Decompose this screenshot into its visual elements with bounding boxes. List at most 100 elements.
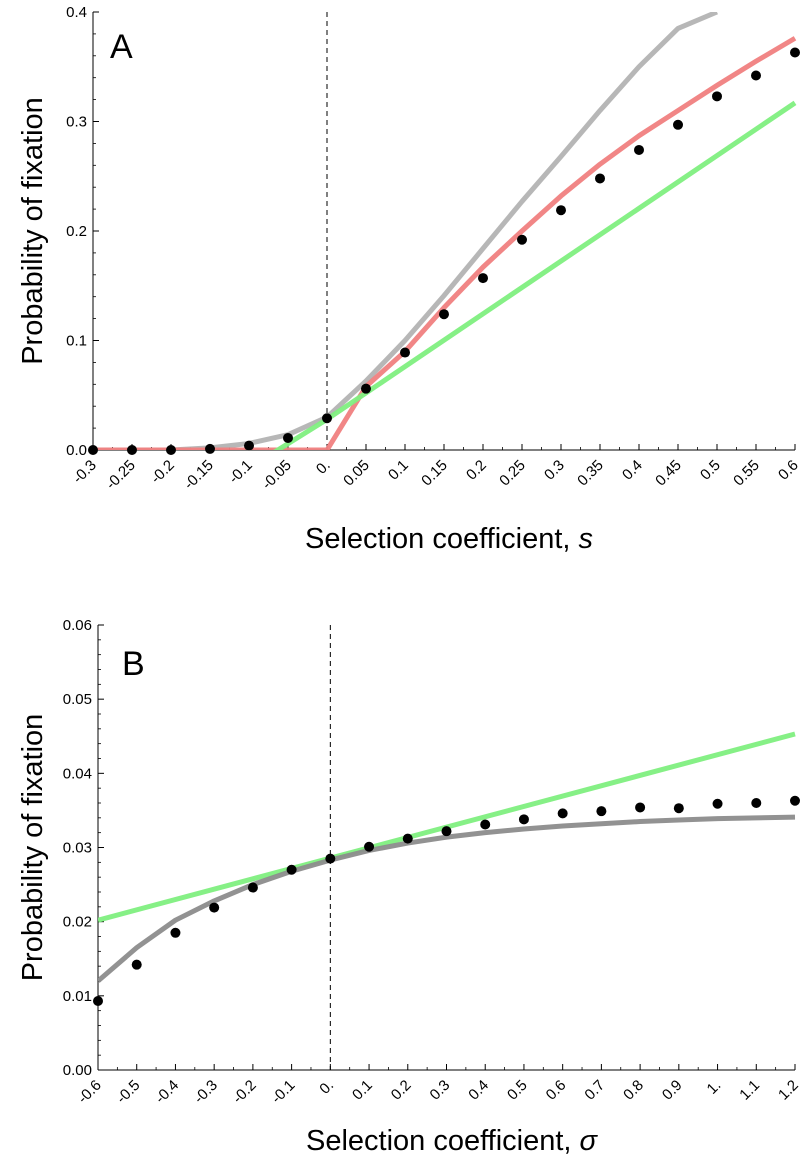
x-tick-label: 0.25 — [496, 457, 529, 490]
x-tick-label: 0.2 — [388, 1077, 415, 1104]
x-tick-label: 0.5 — [697, 457, 724, 484]
x-tick-label: 0.6 — [543, 1077, 570, 1104]
x-tick-label: -0.1 — [268, 1077, 298, 1107]
y-tick-label: 0.04 — [63, 765, 92, 782]
data-point — [556, 205, 566, 215]
data-point — [403, 834, 413, 844]
data-point — [595, 173, 605, 183]
x-tick-label: -0.1 — [226, 457, 256, 487]
data-point — [287, 865, 297, 875]
x-tick-label: -0.2 — [148, 457, 178, 487]
x-tick-label: -0.5 — [113, 1077, 143, 1107]
data-point — [209, 903, 219, 913]
data-point — [248, 883, 258, 893]
data-point — [127, 445, 137, 455]
data-point — [596, 806, 606, 816]
panel-label: B — [122, 645, 145, 683]
x-axis-title-text: Selection coefficient, — [306, 1125, 580, 1157]
x-tick-label: 1. — [704, 1077, 725, 1098]
x-tick-label: -0.25 — [103, 457, 139, 493]
data-point — [712, 91, 722, 101]
x-axis-title: Selection coefficient, s — [305, 523, 593, 555]
data-point — [790, 796, 800, 806]
data-point — [205, 444, 215, 454]
series-line-1 — [93, 38, 795, 450]
data-point — [439, 309, 449, 319]
data-point — [325, 854, 335, 864]
x-tick-label: -0.15 — [181, 457, 217, 493]
y-tick-label: 0.4 — [66, 4, 87, 21]
x-tick-label: 0.45 — [652, 457, 685, 490]
panel-label: A — [110, 28, 133, 66]
panel-b: 0.00 0.01 0.02 0.03 0.04 0.05 0.06 -0.6 -0.5 -0.4… — [17, 617, 802, 1157]
data-point — [400, 348, 410, 358]
plot-area — [98, 734, 795, 981]
data-point — [480, 820, 490, 830]
x-tick-label: 1.2 — [775, 1077, 802, 1104]
data-point — [673, 120, 683, 130]
x-tick-label: 0. — [316, 1077, 337, 1098]
x-tick-label: 0.6 — [775, 457, 802, 484]
x-tick-label: 0.4 — [619, 457, 646, 484]
data-point — [93, 996, 103, 1006]
data-point — [361, 384, 371, 394]
x-tick-label: 0.35 — [574, 457, 607, 490]
y-tick-label: 0.05 — [63, 691, 92, 708]
x-tick-label: 0.1 — [385, 457, 412, 484]
y-tick-label: 0.00 — [63, 1062, 92, 1079]
data-point — [634, 145, 644, 155]
y-tick-label: 0.06 — [63, 617, 92, 634]
y-tick-label: 0.2 — [66, 223, 87, 240]
y-tick-label: 0.03 — [63, 840, 92, 857]
data-point — [751, 71, 761, 81]
data-point — [519, 814, 529, 824]
x-axis-title-variable: σ — [580, 1125, 599, 1157]
x-tick-label: 1.1 — [736, 1077, 763, 1104]
x-tick-label: -0.2 — [229, 1077, 259, 1107]
x-tick-label: -0.05 — [259, 457, 295, 493]
x-tick-label: 0.7 — [581, 1077, 608, 1104]
x-tick-label: 0.5 — [504, 1077, 531, 1104]
data-point — [713, 799, 723, 809]
y-axis-title: Probability of fixation — [17, 714, 49, 982]
data-point — [478, 273, 488, 283]
x-tick-label: 0.9 — [659, 1077, 686, 1104]
data-point — [132, 960, 142, 970]
panel-a: 0.0 0.1 0.2 0.3 0.4 -0.3 -0.25 -0.2 -0.15 -0.1 -0.… — [17, 4, 802, 555]
data-point — [442, 826, 452, 836]
x-tick-label: 0.3 — [427, 1077, 454, 1104]
y-tick-label: 0.1 — [66, 333, 87, 350]
series-line-1 — [98, 817, 795, 981]
x-axis-title-variable: s — [579, 523, 594, 555]
data-point — [244, 441, 254, 451]
y-tick-label: 0.0 — [66, 442, 87, 459]
data-point — [558, 808, 568, 818]
data-point — [166, 445, 176, 455]
x-tick-label: -0.6 — [75, 1077, 105, 1107]
x-tick-label: 0.2 — [463, 457, 490, 484]
x-tick-label: 0.8 — [620, 1077, 647, 1104]
x-axis-title: Selection coefficient, σ — [306, 1125, 599, 1157]
data-point — [170, 928, 180, 938]
y-axis-title: Probability of fixation — [17, 97, 49, 365]
data-point — [635, 802, 645, 812]
x-tick-label: 0.3 — [541, 457, 568, 484]
y-tick-label: 0.02 — [63, 914, 92, 931]
y-tick-label: 0.01 — [63, 988, 92, 1005]
y-tick-label: 0.3 — [66, 114, 87, 131]
data-point — [790, 48, 800, 58]
data-point — [674, 803, 684, 813]
data-point — [283, 433, 293, 443]
x-tick-label: 0.55 — [730, 457, 763, 490]
x-tick-label: 0.4 — [465, 1077, 492, 1104]
x-tick-label: -0.3 — [191, 1077, 221, 1107]
x-tick-label: -0.4 — [152, 1077, 182, 1107]
x-tick-label: 0.1 — [349, 1077, 376, 1104]
data-point — [364, 842, 374, 852]
x-tick-label: -0.3 — [70, 457, 100, 487]
data-point — [751, 798, 761, 808]
x-tick-label: 0.05 — [340, 457, 373, 490]
data-point — [88, 445, 98, 455]
series-line-0 — [93, 12, 717, 450]
